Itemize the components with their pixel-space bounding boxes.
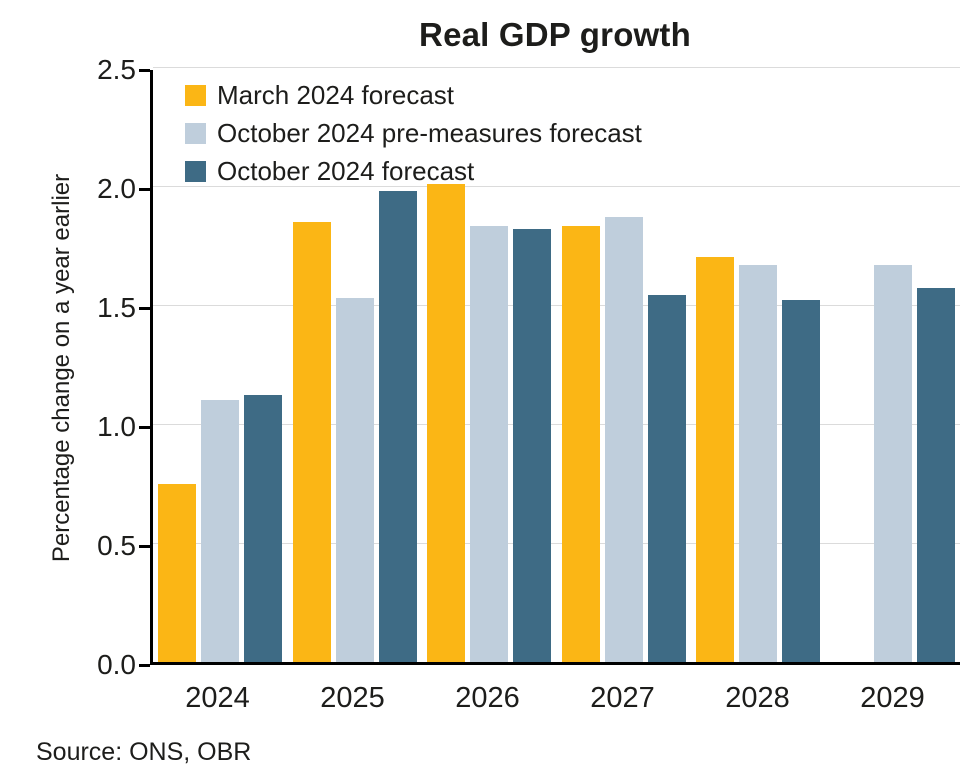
bar-group-2024: [153, 70, 288, 662]
gridlines-layer: [153, 66, 960, 662]
source-note: Source: ONS, OBR: [36, 738, 252, 766]
y-tick-mark: [139, 306, 150, 310]
legend-swatch: [185, 85, 206, 106]
bar: [292, 221, 331, 662]
y-tick-label: 1.0: [97, 411, 136, 442]
x-tick-label: 2025: [320, 682, 385, 714]
y-tick-label: 0.5: [97, 530, 136, 561]
chart-title: Real GDP growth: [419, 16, 691, 53]
plot-area: March 2024 forecast October 2024 pre-meas…: [150, 66, 960, 665]
y-tick-mark: [139, 544, 150, 548]
bar: [604, 216, 643, 662]
bar: [782, 300, 821, 662]
y-axis-title: Percentage change on a year earlier: [48, 173, 75, 563]
y-tick-label: 1.5: [97, 292, 136, 323]
x-tick-label: 2028: [725, 682, 790, 714]
bar: [696, 257, 735, 662]
bar-group-2026: [422, 70, 557, 662]
bar: [158, 483, 197, 662]
legend-label: October 2024 forecast: [217, 156, 475, 186]
y-tick-mark: [139, 663, 150, 667]
legend-item: October 2024 forecast: [185, 156, 642, 187]
bar: [739, 264, 778, 662]
y-tick-label: 2.0: [97, 173, 136, 204]
bars-layer: [153, 70, 960, 662]
bar: [513, 228, 552, 662]
y-tick-mark: [139, 187, 150, 191]
bar-group-2029: [826, 70, 961, 662]
bar: [201, 400, 240, 662]
legend-swatch: [185, 161, 206, 182]
legend-label: October 2024 pre-measures forecast: [217, 118, 642, 148]
bar: [470, 226, 509, 662]
legend-label: March 2024 forecast: [217, 80, 455, 110]
gridline: [153, 423, 960, 425]
bar-group-2025: [288, 70, 423, 662]
bar: [427, 183, 466, 662]
gridline: [153, 66, 960, 68]
y-tick-label: 0.0: [97, 649, 136, 680]
gridline: [153, 185, 960, 187]
legend: March 2024 forecast October 2024 pre-meas…: [185, 80, 642, 187]
bar-group-2028: [691, 70, 826, 662]
legend-item: October 2024 pre-measures forecast: [185, 118, 642, 149]
x-tick-label: 2024: [185, 682, 250, 714]
x-tick-label: 2026: [455, 682, 520, 714]
y-tick-label: 2.5: [97, 54, 136, 85]
bar-group-2027: [557, 70, 692, 662]
bar: [378, 190, 417, 662]
bar: [244, 395, 283, 662]
x-tick-label: 2027: [590, 682, 655, 714]
x-tick-label: 2029: [860, 682, 925, 714]
legend-swatch: [185, 123, 206, 144]
bar: [916, 288, 955, 662]
gridline: [153, 542, 960, 544]
gridline: [153, 304, 960, 306]
bar: [873, 264, 912, 662]
bar: [335, 297, 374, 662]
bar: [647, 295, 686, 662]
y-tick-mark: [139, 68, 150, 72]
bar: [561, 226, 600, 662]
legend-item: March 2024 forecast: [185, 80, 642, 111]
y-tick-mark: [139, 425, 150, 429]
